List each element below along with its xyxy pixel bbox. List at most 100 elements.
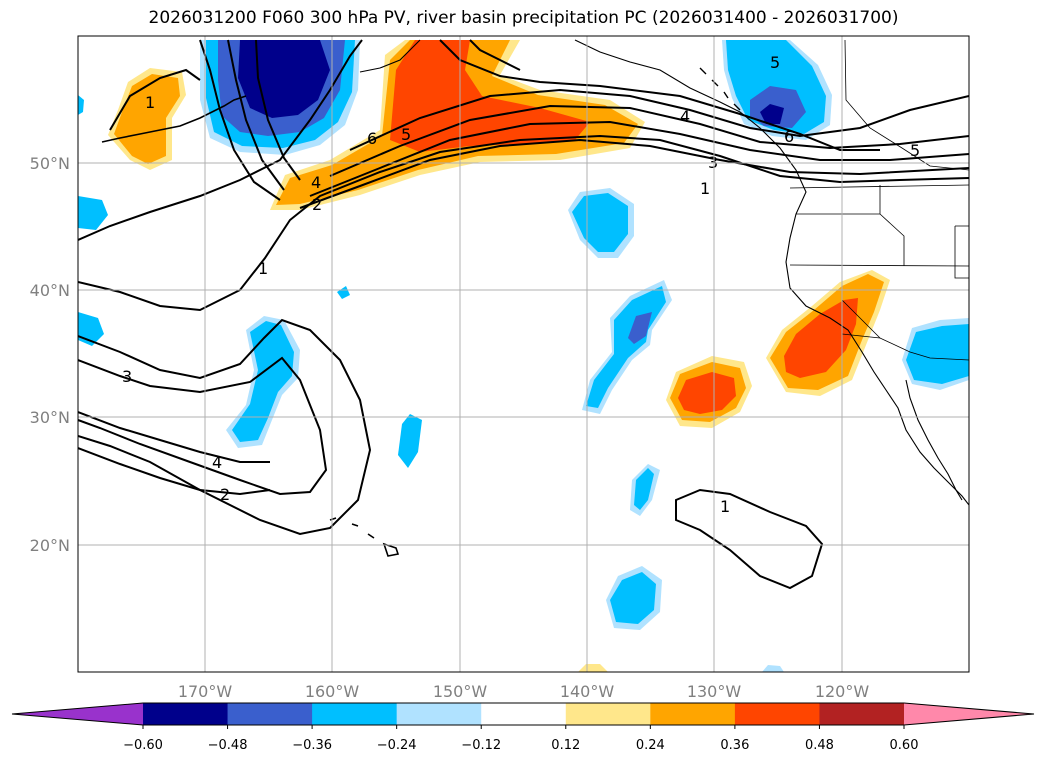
coastlines — [101, 39, 969, 557]
political-borders — [789, 39, 969, 361]
colorbar-segment — [227, 703, 313, 725]
pv-contour — [78, 447, 271, 496]
colorbar-tick-label: 0.36 — [720, 738, 749, 753]
pv-contour — [78, 356, 328, 496]
colorbar-segment — [650, 703, 736, 725]
north-america-coastline — [574, 39, 969, 506]
pv-contour — [255, 39, 301, 181]
map-frame — [77, 35, 970, 673]
map-title: 2026031200 F060 300 hPa PV, river basin … — [148, 8, 899, 28]
baja-coastline — [905, 379, 963, 501]
colorbar-segment — [396, 703, 482, 725]
aleutian-islands — [101, 95, 247, 143]
colorbar-segment — [143, 703, 229, 725]
lat-label-40n: 40°N — [30, 281, 70, 300]
colorbar-tick-label: −0.60 — [123, 738, 163, 753]
pv-contour — [469, 39, 521, 71]
negative-anomaly-patch — [762, 665, 784, 672]
oregon-california-border — [789, 264, 969, 267]
contour-label: 5 — [910, 141, 920, 160]
negative-anomaly-patch — [337, 286, 350, 299]
negative-anomaly-patch — [610, 572, 656, 624]
contour-label: 5 — [401, 125, 411, 144]
colorbar-tick-label: −0.36 — [292, 738, 332, 753]
colorbar: −0.60 −0.48 −0.36 −0.24 −0.12 0.12 0.24 0.36 0.4… — [11, 702, 1035, 753]
contour-label: 1 — [700, 179, 710, 198]
contour-label: 5 — [770, 53, 780, 72]
lat-label-50n: 50°N — [30, 154, 70, 173]
lon-label-150w: 150°W — [433, 682, 488, 701]
inset-box — [954, 225, 969, 279]
pv-contour — [78, 134, 969, 312]
pv-contour — [675, 488, 824, 590]
colorbar-over-extend — [904, 703, 1034, 725]
hawaiian-islands — [329, 517, 400, 557]
contour-label: 2 — [220, 485, 230, 504]
positive-anomaly-patch — [578, 664, 608, 672]
contour-label: 1 — [145, 93, 155, 112]
contour-label: 2 — [312, 195, 322, 214]
colorbar-tick-label: 0.12 — [551, 738, 580, 753]
colorbar-under-extend — [12, 703, 143, 725]
negative-anomaly-core — [628, 312, 652, 344]
contour-label: 1 — [258, 259, 268, 278]
us-mexico-border — [841, 333, 969, 361]
colorbar-tick-label: −0.48 — [208, 738, 248, 753]
lat-labels: 50°N 40°N 30°N 20°N — [30, 154, 70, 555]
positive-anomaly-core — [784, 298, 858, 378]
colorbar-segments — [143, 703, 905, 725]
colorbar-segment — [565, 703, 651, 725]
lon-labels: 170°W 160°W 150°W 140°W 130°W 120°W — [178, 682, 870, 701]
colorbar-tick-label: 0.48 — [805, 738, 834, 753]
negative-anomaly-blob — [238, 40, 330, 118]
pv-contour — [78, 39, 363, 241]
lat-label-20n: 20°N — [30, 536, 70, 555]
positive-anomaly-core — [678, 372, 736, 414]
colorbar-tick-label: 0.24 — [636, 738, 665, 753]
pv-contour — [227, 39, 285, 191]
alaska-canada-border — [844, 39, 969, 171]
idaho-border — [879, 185, 905, 266]
contour-label: 4 — [680, 107, 690, 126]
contour-label: 1 — [720, 497, 730, 516]
negative-anomaly-blob — [232, 321, 294, 442]
contour-label: 6 — [367, 129, 377, 148]
colorbar-segment — [312, 703, 398, 725]
colorbar-segment — [819, 703, 905, 725]
pv-contour — [199, 39, 281, 201]
negative-anomaly-core — [760, 104, 784, 124]
contour-label: 4 — [212, 453, 222, 472]
lon-label-170w: 170°W — [178, 682, 233, 701]
us-canada-border — [789, 184, 969, 189]
colorbar-tick-label: −0.12 — [461, 738, 501, 753]
lat-label-30n: 30°N — [30, 408, 70, 427]
colorbar-ticks: −0.60 −0.48 −0.36 −0.24 −0.12 0.12 0.24 0.36 0.4… — [123, 725, 918, 753]
colorbar-tick-label: 0.60 — [890, 738, 919, 753]
lon-label-120w: 120°W — [815, 682, 870, 701]
pv-contour — [329, 104, 969, 177]
shaded-field — [78, 40, 969, 672]
contour-label: 3 — [122, 367, 132, 386]
lon-label-130w: 130°W — [687, 682, 742, 701]
negative-anomaly-patch — [78, 196, 108, 230]
pv-contour — [78, 411, 270, 463]
pv-contours — [78, 39, 969, 590]
negative-anomaly-patch — [572, 193, 628, 252]
colorbar-segment — [734, 703, 820, 725]
pv-contour — [349, 88, 969, 151]
colorbar-tick-label: −0.24 — [377, 738, 417, 753]
contour-label: 6 — [784, 127, 794, 146]
west-coast-islands — [699, 67, 741, 111]
negative-anomaly-patch — [634, 468, 654, 510]
pv-contour — [299, 138, 969, 209]
gridlines — [78, 36, 969, 672]
pv-contour — [109, 68, 201, 131]
colorbar-segment — [481, 703, 567, 725]
negative-anomaly-patch — [78, 95, 84, 115]
pv-contour — [309, 120, 969, 197]
negative-anomaly-blob — [906, 324, 969, 384]
pv-contour — [439, 39, 880, 151]
lon-label-160w: 160°W — [305, 682, 360, 701]
contour-label: 4 — [311, 173, 321, 192]
